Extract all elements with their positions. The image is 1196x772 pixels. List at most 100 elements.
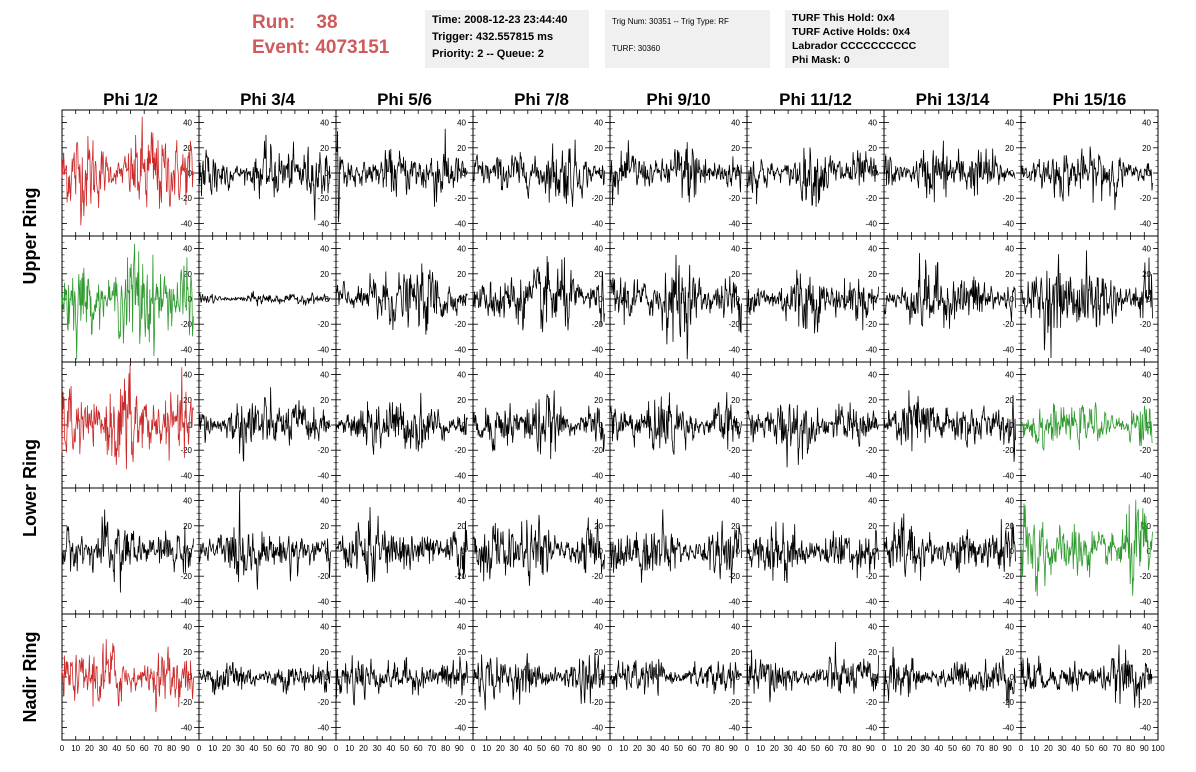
waveform-trace [883, 390, 1016, 462]
waveform-trace [335, 392, 468, 455]
y-tick-label: 20 [1005, 270, 1014, 279]
y-tick-label: -20 [591, 446, 603, 455]
waveform-trace [883, 140, 1016, 203]
x-tick-label: 30 [373, 744, 382, 753]
panel-frame [472, 613, 611, 741]
y-tick-label: 40 [457, 497, 466, 506]
panel-frame [609, 613, 748, 741]
y-tick-label: 40 [183, 371, 192, 380]
x-tick-label: 30 [784, 744, 793, 753]
y-tick-label: -20 [1002, 572, 1014, 581]
x-tick-label: 10 [619, 744, 628, 753]
y-tick-label: 0 [1147, 295, 1152, 304]
y-tick-label: 20 [320, 396, 329, 405]
y-tick-label: -40 [728, 723, 740, 732]
y-tick-label: -20 [1139, 698, 1151, 707]
y-tick-label: -40 [728, 345, 740, 354]
y-tick-label: 40 [320, 371, 329, 380]
y-tick-label: 0 [599, 547, 604, 556]
y-tick-label: -40 [865, 723, 877, 732]
y-tick-label: -20 [728, 446, 740, 455]
y-tick-label: -40 [1139, 471, 1151, 480]
x-tick-label: 70 [564, 744, 573, 753]
y-tick-label: 0 [188, 421, 193, 430]
y-tick-label: 20 [1142, 270, 1151, 279]
y-tick-label: 40 [457, 623, 466, 632]
y-tick-label: -40 [591, 471, 603, 480]
y-tick-label: 20 [868, 144, 877, 153]
waveform-trace [198, 290, 331, 307]
x-tick-label: 80 [715, 744, 724, 753]
y-tick-label: 40 [594, 497, 603, 506]
x-tick-label: 10 [1030, 744, 1039, 753]
y-tick-label: -40 [728, 597, 740, 606]
y-tick-label: 0 [325, 169, 330, 178]
y-tick-label: 40 [183, 497, 192, 506]
y-tick-label: -40 [1002, 219, 1014, 228]
x-tick-label: 30 [1058, 744, 1067, 753]
y-tick-label: -40 [865, 219, 877, 228]
y-tick-label: 20 [320, 270, 329, 279]
x-tick-label: 0 [608, 744, 613, 753]
y-tick-label: 40 [1142, 497, 1151, 506]
x-tick-label: 20 [907, 744, 916, 753]
waveform-trace [198, 490, 331, 590]
y-tick-label: -40 [454, 345, 466, 354]
x-tick-label: 50 [126, 744, 135, 753]
y-tick-label: 0 [188, 169, 193, 178]
y-tick-label: 40 [183, 119, 192, 128]
event-value: 4073151 [315, 37, 390, 58]
ring-label: Upper Ring [20, 188, 40, 285]
y-tick-label: -20 [728, 698, 740, 707]
y-tick-label: -20 [865, 698, 877, 707]
y-tick-label: 20 [1142, 396, 1151, 405]
y-tick-label: -20 [728, 572, 740, 581]
y-tick-label: 20 [1142, 144, 1151, 153]
x-tick-label: 10 [893, 744, 902, 753]
y-tick-label: -40 [1139, 345, 1151, 354]
y-tick-label: -40 [591, 723, 603, 732]
column-header: Phi 5/6 [377, 90, 432, 109]
y-tick-label: 20 [594, 270, 603, 279]
y-tick-label: -40 [180, 597, 192, 606]
waveform-trace [746, 147, 879, 207]
y-tick-label: -40 [454, 597, 466, 606]
y-tick-label: 20 [183, 144, 192, 153]
y-tick-label: 20 [457, 522, 466, 531]
y-tick-label: -40 [180, 723, 192, 732]
y-tick-label: -40 [180, 471, 192, 480]
y-tick-label: -40 [1002, 345, 1014, 354]
y-tick-label: 20 [868, 648, 877, 657]
waveform-trace [198, 660, 331, 696]
y-tick-label: 40 [594, 245, 603, 254]
x-tick-label: 90 [592, 744, 601, 753]
y-tick-label: -40 [1002, 597, 1014, 606]
y-tick-label: 40 [1142, 119, 1151, 128]
x-tick-label: 40 [660, 744, 669, 753]
y-tick-label: -20 [454, 572, 466, 581]
y-tick-label: 20 [183, 270, 192, 279]
x-tick-label: 10 [482, 744, 491, 753]
x-tick-label: 40 [112, 744, 121, 753]
x-tick-label: 100 [1151, 744, 1165, 753]
y-tick-label: 40 [1005, 623, 1014, 632]
waveform-trace [883, 646, 1016, 709]
y-tick-label: 0 [1010, 169, 1015, 178]
column-header: Phi 15/16 [1053, 90, 1127, 109]
waveform-trace [746, 641, 879, 703]
y-tick-label: -20 [180, 194, 192, 203]
y-tick-label: 40 [320, 119, 329, 128]
y-tick-label: 40 [1142, 371, 1151, 380]
y-tick-label: 40 [1005, 371, 1014, 380]
x-tick-label: 80 [1126, 744, 1135, 753]
time-info-box: Time: 2008-12-23 23:44:40 Trigger: 432.5… [425, 10, 589, 68]
